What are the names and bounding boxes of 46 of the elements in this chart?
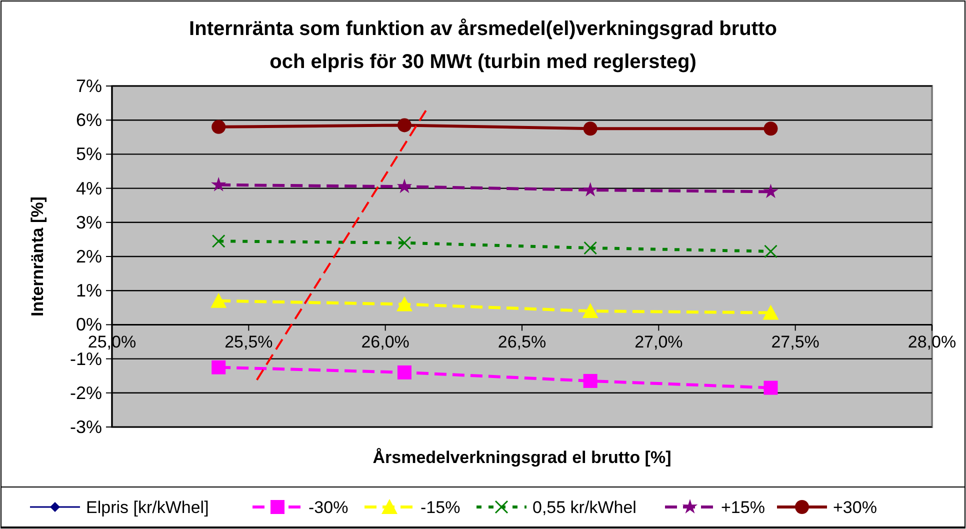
y-tick-label: -1% [70,348,102,369]
y-tick-label: 7% [76,76,102,96]
point [582,303,598,318]
x-tick-label: 26,5% [498,332,546,352]
x-tick-label: 25,5% [224,332,273,352]
legend-label: +15% [721,498,765,517]
x-tick-label: 27,0% [634,332,683,352]
legend-label: -15% [420,498,460,517]
point [583,122,598,136]
y-tick-label: -3% [70,417,102,437]
point [212,120,226,134]
y-tick-label: -2% [70,382,102,403]
point [210,176,226,192]
point [212,360,226,374]
point [764,122,778,136]
y-tick-label: 1% [76,280,102,301]
legend-label: 0,55 kr/kWhel [532,498,636,517]
y-tick-label: 3% [76,212,102,232]
y-axis-title: Internränta [%] [28,196,47,316]
x-axis-title: Årsmedelverkningsgrad el brutto [%] [372,448,672,467]
legend-label: +30% [833,498,877,517]
point [212,234,226,248]
legend-label: Elpris [kr/kWhel] [86,498,209,517]
point [396,178,412,194]
point [210,292,227,308]
point [763,184,778,198]
point [764,244,778,258]
point [584,241,598,255]
point [397,118,412,132]
point [582,182,598,196]
y-tick-label: 5% [76,144,102,164]
y-tick-label: 2% [76,246,102,266]
point [398,236,412,250]
x-tick-label: 27,5% [771,332,820,352]
point [583,374,598,388]
y-tick-label: 4% [76,178,102,198]
x-tick-label: 26,0% [361,332,410,352]
x-tick-label: 28,0% [908,332,956,352]
point [762,304,779,320]
point [396,296,412,312]
point [397,365,412,380]
y-tick-label: 6% [76,110,102,130]
y-tick-label: 0% [76,314,102,335]
point [764,380,778,395]
legend-label: -30% [308,498,348,517]
chart-title: Internränta som funktion av årsmedel(el)verkningsgrad brutto och elpris för 30 MWt (turbin med reglersteg) [189,18,777,73]
